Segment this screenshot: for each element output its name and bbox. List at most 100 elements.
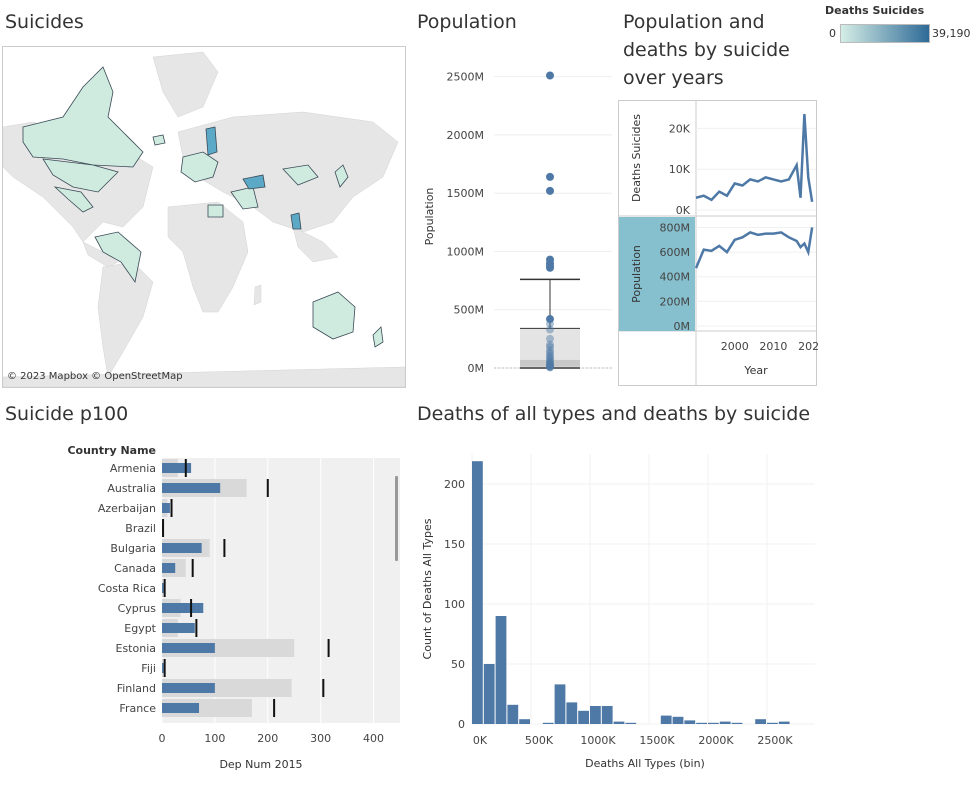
hist-bar (566, 702, 578, 724)
hist-y-tick-label: 0 (458, 718, 465, 731)
suicide-p100-title: Suicide p100 (5, 403, 129, 425)
country-bar (162, 683, 215, 693)
country-label: Bulgaria (110, 542, 156, 555)
country-label: Canada (114, 562, 156, 575)
population-point (546, 363, 554, 372)
map-country-australia (312, 291, 356, 340)
deaths-tick-label: 20K (669, 122, 691, 135)
landmass-central-america (82, 241, 119, 268)
hist-bar (708, 722, 719, 724)
population-point (546, 354, 554, 363)
population-tick-label: 1000M (447, 245, 485, 258)
country-label: Costa Rica (98, 582, 156, 595)
hist-bar (778, 721, 790, 724)
population-point (546, 357, 554, 366)
map-country-egypt (207, 204, 224, 218)
deaths-series-line (695, 114, 814, 203)
hist-bar (519, 719, 530, 724)
population-chart-svg[interactable]: 0M 500M 1000M 1500M 2000M 2500M Population (412, 40, 617, 385)
country-label: Azerbaijan (98, 502, 156, 515)
bar-tick-label: 200 (257, 732, 278, 745)
country-bar (162, 483, 221, 493)
country-label: Estonia (116, 642, 157, 655)
legend-title: Deaths Suicides (825, 4, 925, 17)
hist-x-axis-title: Deaths All Types (bin) (585, 757, 705, 770)
population-chart[interactable]: 0M 500M 1000M 1500M 2000M 2500M Population (412, 40, 617, 385)
population-point (546, 362, 554, 371)
year-tick-label: 2000 (721, 340, 749, 353)
map-country-new-zealand (372, 326, 384, 348)
legend-max: 39,190 (932, 27, 971, 40)
world-map[interactable] (2, 46, 406, 388)
country-bar (162, 583, 164, 593)
hist-bar (719, 721, 731, 724)
hist-bar (755, 719, 766, 724)
legend-color-ramp[interactable] (840, 24, 930, 43)
years-charts[interactable]: 0K 10K 20K Deaths Suicides 0M 200M 400M 600M 800… (618, 100, 826, 386)
population-point (546, 334, 554, 343)
legend-min: 0 (829, 27, 836, 40)
year-axis-title: Year (743, 364, 768, 377)
population-point (546, 263, 554, 272)
landmass-africa (167, 201, 249, 313)
hist-y-tick-label: 200 (444, 478, 465, 491)
hist-x-tick-label: 2500K (757, 734, 793, 747)
hist-bar (767, 722, 778, 724)
world-map-svg[interactable] (3, 47, 405, 387)
year-tick-label: 2020 (798, 340, 818, 353)
map-country-iceland (152, 134, 166, 146)
population-box-lower (520, 359, 580, 367)
country-label: Armenia (110, 462, 156, 475)
population-line-tick-label: 600M (660, 246, 691, 259)
bar-tick-label: 400 (363, 732, 384, 745)
hist-y-tick-label: 50 (451, 658, 465, 671)
map-country-middle-east (230, 186, 259, 210)
bar-scrollbar (395, 476, 398, 561)
country-bar (162, 663, 164, 673)
deaths-axis-title: Deaths Suicides (630, 114, 643, 202)
map-title: Suicides (5, 11, 84, 33)
years-charts-svg[interactable]: 0K 10K 20K Deaths Suicides 0M 200M 400M 600M 800… (618, 100, 826, 386)
bar-tick-label: 100 (204, 732, 225, 745)
bar-axis-title: Dep Num 2015 (219, 758, 302, 771)
year-tick-label: 2010 (759, 340, 787, 353)
pop-deaths-title: Population and deaths by suicide over ye… (623, 8, 790, 92)
pop-deaths-title-line-1: Population and (623, 11, 765, 33)
population-point (546, 363, 554, 372)
map-credit: © 2023 Mapbox © OpenStreetMap (7, 371, 183, 382)
hist-x-tick-label: 500K (525, 734, 554, 747)
population-title: Population (417, 11, 517, 33)
population-line-tick-label: 800M (660, 221, 691, 234)
landmass-greenland (152, 51, 219, 118)
hist-bar (472, 461, 483, 724)
suicide-p100-chart-svg[interactable]: 0 100 200 300 400 Country Name Armenia Australi… (60, 436, 410, 776)
map-country-canada (22, 66, 144, 168)
population-point (546, 353, 554, 362)
population-point (546, 71, 554, 80)
country-bar (162, 563, 176, 573)
hist-bar (696, 722, 707, 724)
country-bar (162, 703, 200, 713)
population-point (546, 346, 554, 355)
map-country-south-america (94, 231, 142, 283)
population-line-tick-label: 200M (660, 295, 691, 308)
population-point (546, 343, 554, 352)
suicide-p100-chart[interactable]: 0 100 200 300 400 Country Name Armenia Australi… (60, 436, 410, 776)
hist-y-tick-label: 150 (444, 538, 465, 551)
hist-bar (507, 704, 519, 724)
population-point (546, 319, 554, 328)
hist-bar (483, 664, 495, 724)
population-point (546, 172, 554, 181)
pop-deaths-title-line-3: over years (623, 67, 724, 89)
population-point (546, 315, 554, 324)
hist-x-tick-label: 0K (473, 734, 488, 747)
hist-bar (625, 722, 637, 724)
population-point (546, 348, 554, 357)
hist-bar (578, 710, 589, 724)
hist-y-tick-label: 100 (444, 598, 465, 611)
hist-x-tick-label: 1500K (639, 734, 675, 747)
country-bar (162, 623, 195, 633)
country-bar (162, 643, 215, 653)
deaths-histogram[interactable]: 0 50 100 150 200 0K 500K 1000K 1500K 2000K 2500K Co… (415, 436, 820, 776)
